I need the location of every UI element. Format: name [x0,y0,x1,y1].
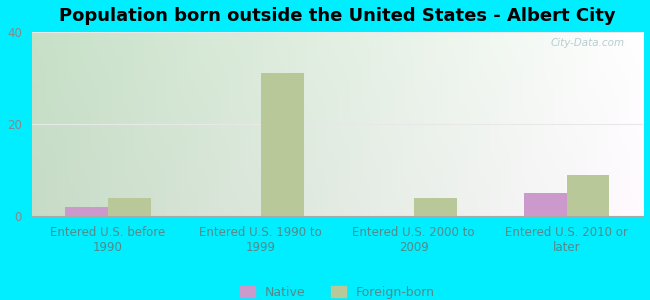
Bar [567,175,610,216]
Bar [524,193,567,216]
Bar [108,198,151,216]
Text: City-Data.com: City-Data.com [551,38,625,48]
Bar [414,198,456,216]
Title: Population born outside the United States - Albert City: Population born outside the United State… [59,7,616,25]
Bar [65,207,108,216]
Legend: Native, Foreign-born: Native, Foreign-born [235,281,439,300]
Bar [261,74,304,216]
